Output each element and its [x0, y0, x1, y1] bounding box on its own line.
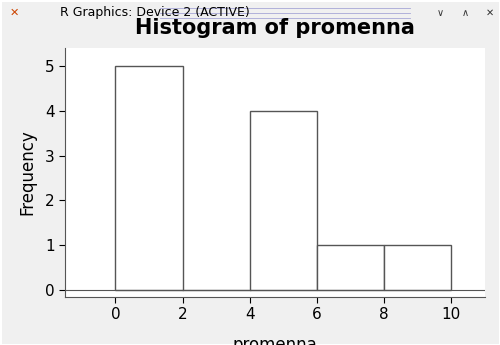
Bar	[116, 66, 182, 290]
Text: R Graphics: Device 2 (ACTIVE): R Graphics: Device 2 (ACTIVE)	[60, 6, 250, 19]
Title: Histogram of promenna: Histogram of promenna	[135, 18, 415, 38]
Text: ✕: ✕	[10, 8, 20, 18]
Text: ✕: ✕	[486, 8, 494, 18]
Text: ∧: ∧	[462, 8, 468, 18]
Text: ∨: ∨	[436, 8, 444, 18]
Bar	[317, 245, 384, 290]
Y-axis label: Frequency: Frequency	[18, 130, 36, 215]
Bar	[384, 245, 452, 290]
X-axis label: promenna: promenna	[232, 336, 318, 345]
Bar	[250, 111, 317, 290]
